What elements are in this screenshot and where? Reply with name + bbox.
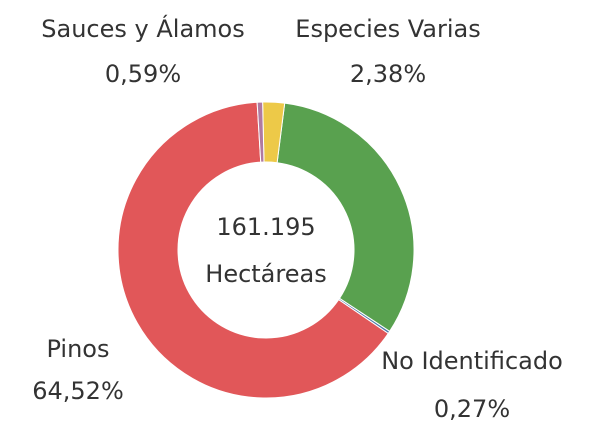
center-value: 161.195	[216, 213, 315, 241]
donut-slice	[262, 101, 286, 164]
slice-value-label: 0,59%	[105, 60, 181, 88]
slice-value-label: 64,52%	[32, 377, 124, 405]
slice-label: Especies Varias	[295, 15, 480, 43]
slice-label: Sauces y Álamos	[41, 14, 244, 43]
donut-slice	[117, 101, 389, 399]
donut-slice	[256, 101, 265, 163]
slice-value-label: 0,27%	[434, 395, 510, 423]
center-unit: Hectáreas	[205, 260, 326, 288]
slice-label: No Identificado	[381, 347, 563, 375]
slice-label: Pinos	[46, 335, 109, 363]
slice-value-label: 2,38%	[350, 60, 426, 88]
donut-slice	[276, 102, 415, 332]
